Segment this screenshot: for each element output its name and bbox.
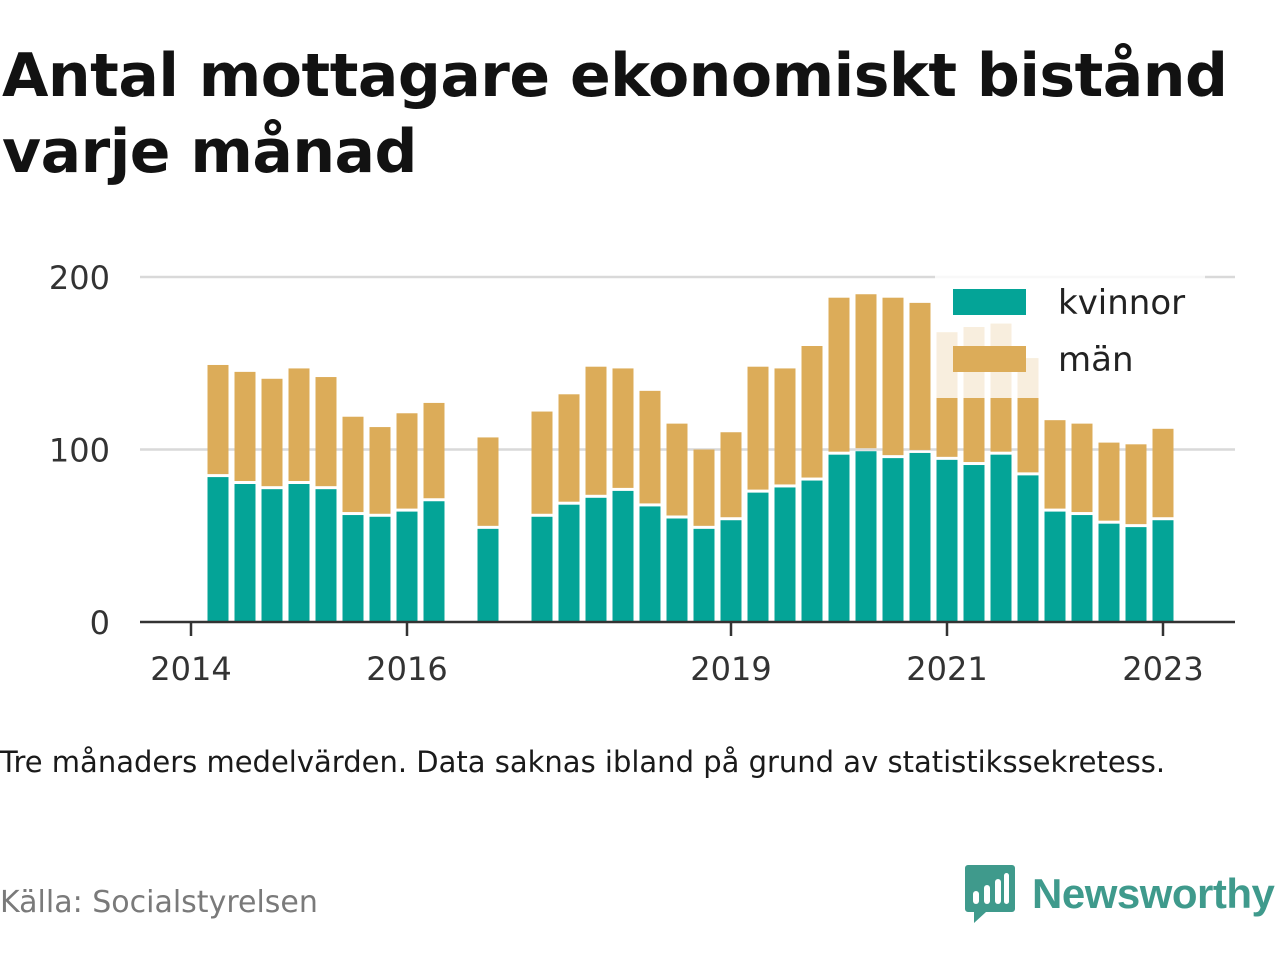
x-tick-label: 2016 bbox=[366, 650, 447, 688]
bar-man bbox=[1098, 442, 1120, 521]
stacked-bar-chart: 0 100 200 2014 2016 2019 2021 2023 kvinnor män bbox=[49, 259, 1235, 688]
bar-kvinnor bbox=[612, 490, 634, 622]
x-tick-label: 2014 bbox=[150, 650, 231, 688]
bar-man bbox=[531, 411, 553, 514]
x-tick-label: 2021 bbox=[906, 650, 987, 688]
bar-kvinnor bbox=[234, 484, 256, 622]
bar-man bbox=[342, 416, 364, 513]
legend-label: kvinnor bbox=[1058, 283, 1185, 323]
bar-man bbox=[288, 368, 310, 481]
source-label: Källa: Socialstyrelsen bbox=[0, 885, 318, 920]
bar-man bbox=[234, 371, 256, 481]
bar-kvinnor bbox=[315, 489, 337, 622]
x-tick-label: 2023 bbox=[1122, 650, 1203, 688]
bar-kvinnor bbox=[423, 501, 445, 622]
bar-kvinnor bbox=[342, 515, 364, 622]
bar-man bbox=[720, 432, 742, 518]
x-axis: 2014 2016 2019 2021 2023 bbox=[140, 620, 1235, 688]
y-tick-label: 200 bbox=[49, 259, 110, 297]
bar-man bbox=[882, 297, 904, 456]
bar-man bbox=[801, 346, 823, 478]
bar-kvinnor bbox=[666, 518, 688, 622]
bar-kvinnor bbox=[585, 497, 607, 622]
bar-kvinnor bbox=[855, 451, 877, 622]
bar-man bbox=[1125, 444, 1147, 525]
bar-kvinnor bbox=[1017, 475, 1039, 622]
bar-kvinnor bbox=[369, 516, 391, 622]
bar-man bbox=[666, 423, 688, 516]
bar-man bbox=[315, 377, 337, 487]
bar-kvinnor bbox=[909, 452, 931, 622]
y-axis-ticks: 0 100 200 bbox=[49, 259, 110, 642]
bar-kvinnor bbox=[261, 489, 283, 622]
bar-kvinnor bbox=[693, 528, 715, 622]
bar-kvinnor bbox=[801, 480, 823, 622]
bar-kvinnor bbox=[774, 487, 796, 622]
bar-kvinnor bbox=[828, 454, 850, 622]
bar-kvinnor bbox=[531, 516, 553, 622]
chart-note: Tre månaders medelvärden. Data saknas ib… bbox=[0, 745, 1166, 779]
bar-man bbox=[369, 427, 391, 514]
bar-man bbox=[477, 437, 499, 526]
legend: kvinnor män bbox=[935, 270, 1205, 398]
bars bbox=[207, 294, 1174, 622]
bar-kvinnor bbox=[747, 492, 769, 622]
brand-logo: Newsworthy bbox=[964, 862, 1275, 926]
bar-kvinnor bbox=[1044, 511, 1066, 622]
bar-man bbox=[585, 366, 607, 495]
bar-kvinnor bbox=[288, 484, 310, 622]
bar-kvinnor bbox=[936, 459, 958, 622]
bar-kvinnor bbox=[1098, 523, 1120, 622]
bar-kvinnor bbox=[639, 506, 661, 622]
bar-kvinnor bbox=[396, 511, 418, 622]
bar-kvinnor bbox=[1152, 520, 1174, 622]
newsworthy-logo-icon bbox=[965, 865, 1015, 923]
bar-kvinnor bbox=[990, 454, 1012, 622]
bar-man bbox=[261, 378, 283, 487]
bar-man bbox=[1044, 420, 1066, 509]
bar-man bbox=[693, 449, 715, 526]
bar-kvinnor bbox=[558, 504, 580, 622]
bar-man bbox=[909, 302, 931, 450]
bar-kvinnor bbox=[720, 520, 742, 622]
bar-man bbox=[558, 394, 580, 502]
bar-man bbox=[396, 413, 418, 509]
bar-man bbox=[747, 366, 769, 490]
legend-label: män bbox=[1058, 340, 1134, 380]
brand-name: Newsworthy bbox=[1032, 870, 1275, 917]
bar-man bbox=[423, 402, 445, 499]
legend-swatch bbox=[953, 289, 1026, 315]
bar-man bbox=[774, 368, 796, 485]
bar-man bbox=[612, 368, 634, 488]
chart-title: Antal mottagare ekonomiskt bistånd varje… bbox=[2, 41, 1228, 187]
bar-man bbox=[1152, 428, 1174, 518]
bar-man bbox=[828, 297, 850, 452]
bar-kvinnor bbox=[207, 477, 229, 622]
bar-kvinnor bbox=[1125, 527, 1147, 622]
bar-kvinnor bbox=[477, 528, 499, 622]
bar-man bbox=[639, 390, 661, 504]
bar-kvinnor bbox=[1071, 515, 1093, 622]
x-tick-label: 2019 bbox=[690, 650, 771, 688]
legend-swatch bbox=[953, 346, 1026, 372]
bar-man bbox=[207, 364, 229, 475]
bar-man bbox=[1071, 423, 1093, 513]
y-tick-label: 0 bbox=[90, 604, 110, 642]
bar-kvinnor bbox=[882, 458, 904, 622]
bar-man bbox=[855, 294, 877, 449]
bar-kvinnor bbox=[963, 465, 985, 622]
y-tick-label: 100 bbox=[49, 432, 110, 470]
